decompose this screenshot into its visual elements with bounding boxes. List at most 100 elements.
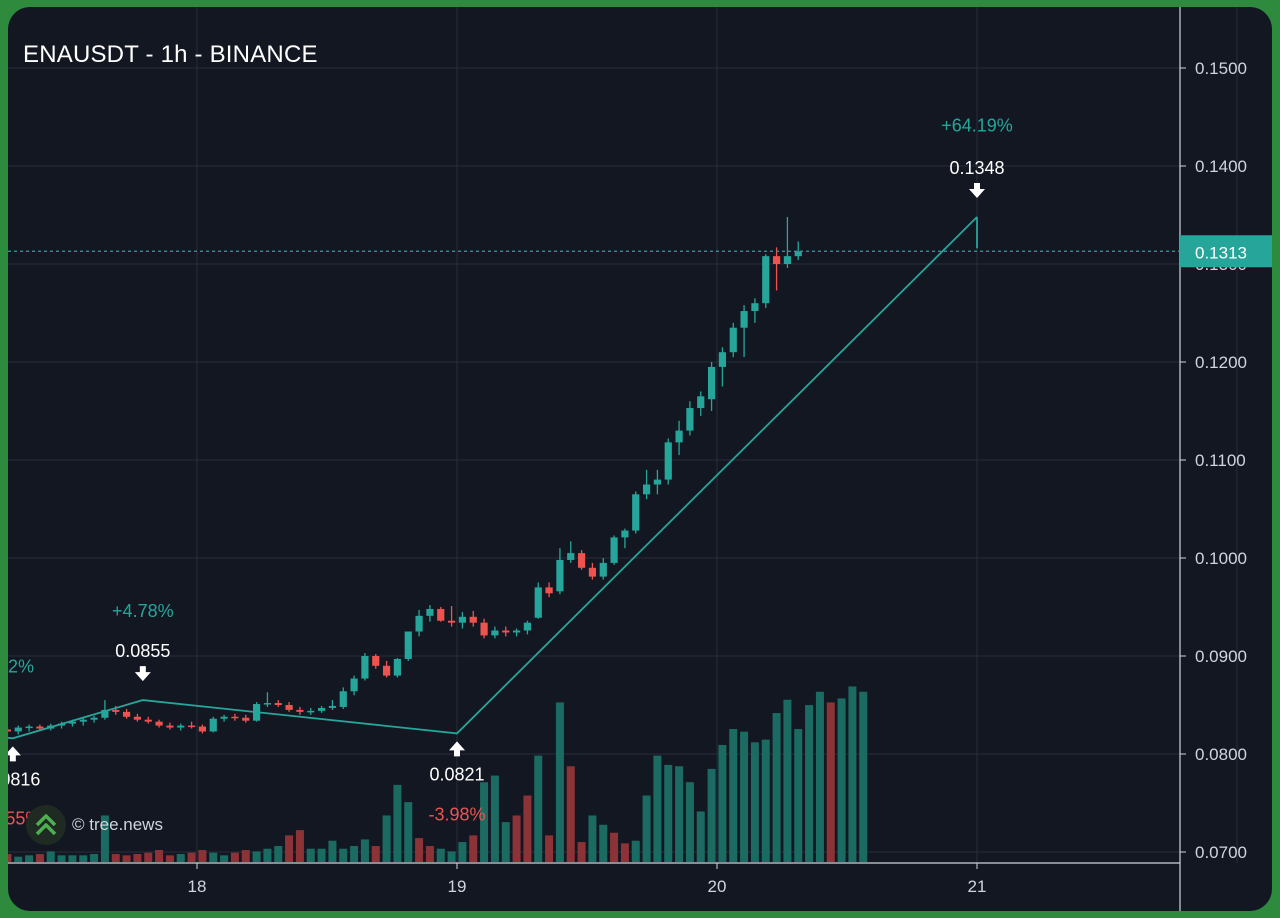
candle (372, 654, 380, 669)
volume-bar (404, 802, 413, 862)
candle-body (90, 717, 98, 720)
candle-body (393, 658, 402, 676)
candle (307, 707, 315, 715)
candle-body (144, 719, 152, 722)
volume-bar (382, 815, 391, 862)
candle-body (632, 494, 640, 531)
volume-bar (740, 731, 749, 862)
volume-bar (859, 691, 868, 862)
chart-title: ENAUSDT - 1h - BINANCE (23, 41, 318, 68)
volume-bar (100, 815, 109, 862)
candle-body (415, 615, 423, 632)
volume-bar (512, 815, 521, 862)
candle-body (133, 716, 142, 720)
price-tick-label: 0.1400 (1195, 157, 1247, 176)
zigzag-line (8, 216, 978, 740)
candle (675, 420, 683, 456)
pivot-marker: 0.0816 (8, 746, 40, 789)
candle (220, 714, 228, 722)
volume-bar (133, 854, 142, 862)
candle-body (707, 366, 716, 400)
candle-body (79, 719, 87, 722)
volume-bar (360, 839, 369, 862)
volume-bar (144, 852, 153, 862)
candle (209, 716, 217, 733)
volume-bar (664, 764, 673, 862)
candle-body (794, 251, 802, 257)
pivot-label: 0.0816 (8, 769, 40, 789)
candle (437, 607, 445, 622)
arrow-down-icon (134, 666, 151, 682)
pivot-marker: 0.0855 (115, 641, 170, 682)
candle-body (198, 726, 207, 732)
arrow-up-icon (449, 741, 465, 757)
candle (90, 715, 98, 723)
candle-body (729, 327, 737, 353)
volume-bar (685, 782, 694, 862)
volume-bar (111, 854, 120, 862)
volume-bar (480, 782, 489, 862)
watermark-text: © tree.news (72, 815, 163, 834)
candle (296, 706, 304, 715)
candle-body (361, 656, 369, 679)
candle (653, 469, 662, 495)
time-tick-label: 19 (448, 877, 467, 896)
volume-bar (165, 855, 174, 862)
candles (8, 216, 802, 735)
candle-body (621, 530, 629, 538)
time-tick-label: 21 (968, 877, 987, 896)
price-tick-label: 0.0700 (1195, 843, 1247, 862)
candle (274, 700, 282, 707)
candle-body (372, 656, 380, 666)
candle (133, 713, 142, 722)
volume-bar (826, 702, 835, 862)
volume-bar (523, 795, 532, 862)
swing-change-label: +4.78% (112, 601, 174, 621)
candle-body (675, 430, 683, 443)
volume-bar (263, 848, 272, 862)
candle-body (567, 553, 575, 560)
candle-body (783, 256, 792, 264)
time-tick-label: 18 (188, 877, 207, 896)
volume-bar (772, 713, 781, 862)
pivot-label: 0.1348 (949, 158, 1004, 178)
candle (491, 626, 499, 639)
candle-body (599, 562, 607, 577)
volume-bar (545, 835, 554, 862)
candle (8, 726, 12, 735)
volume-bar (815, 691, 824, 862)
volume-bar (805, 705, 814, 862)
candle (632, 491, 640, 534)
candle (794, 241, 802, 261)
volume-bar (577, 842, 586, 862)
price-tick-label: 0.0900 (1195, 647, 1247, 666)
candle (545, 582, 553, 598)
candle (610, 535, 618, 565)
volume-bar (230, 852, 239, 862)
candle (361, 653, 369, 681)
candle-body (491, 630, 499, 636)
candle-body (307, 710, 315, 713)
volume-bar (610, 832, 619, 862)
volume-bar (566, 766, 575, 862)
candle-body (36, 726, 44, 729)
volume-bar (155, 850, 164, 862)
volume-bar (328, 840, 337, 862)
candlestick-chart[interactable]: 0.08160.08550.08210.13482%-3.55%+4.78%-3… (8, 7, 1272, 911)
candle-body (642, 484, 651, 495)
candle (577, 550, 586, 570)
volume-bar (794, 729, 803, 862)
candle (285, 702, 293, 712)
watermark: © tree.news (26, 805, 163, 845)
candle-body (25, 726, 33, 729)
volume-bar (555, 702, 564, 862)
candle (642, 469, 651, 500)
volume-bar (848, 686, 857, 862)
volume-bar (761, 739, 770, 862)
volume-bar (588, 815, 597, 862)
volume-bar (339, 848, 348, 862)
volume-bar (415, 838, 424, 862)
candle-body (350, 678, 358, 692)
arrow-down-icon (969, 182, 985, 198)
volume-bar (696, 811, 705, 862)
